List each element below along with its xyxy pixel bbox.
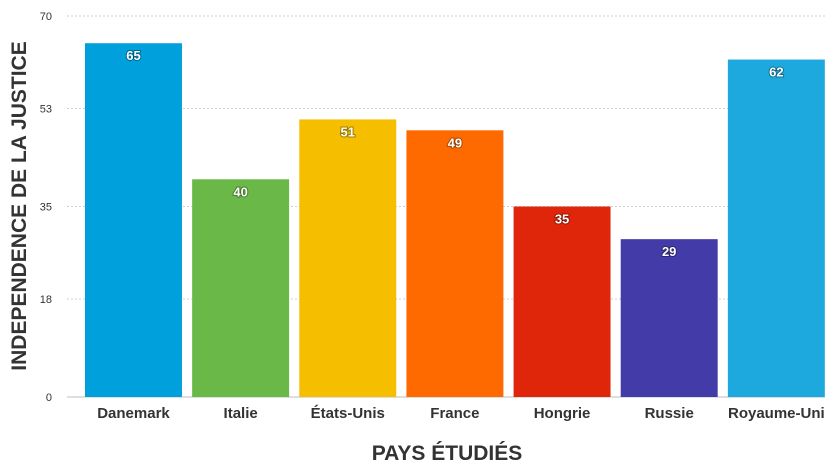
y-tick-label: 0 [46,392,52,404]
bar [406,130,504,398]
data-label: 65 [126,48,140,63]
data-label: 40 [233,184,247,199]
y-axis-title: INDEPENDENCE DE LA JUSTICE [8,41,31,370]
y-tick-label: 18 [40,294,52,306]
x-tick-label: Italie [224,405,258,422]
bar [299,119,397,398]
x-tick-label: Hongrie [534,405,591,422]
data-label: 35 [555,212,569,227]
y-tick-label: 53 [40,104,52,116]
data-label: 62 [769,65,783,80]
data-label: 29 [662,244,676,259]
y-tick-label: 70 [40,11,52,23]
y-tick-label: 35 [40,202,52,214]
bar [192,179,290,397]
bar [85,43,182,397]
data-label: 49 [448,135,462,150]
x-tick-label: Royaume-Uni [728,405,825,422]
x-tick-label: France [430,405,479,422]
data-label: 51 [341,124,355,139]
bar [727,59,825,398]
x-axis-title: PAYS ÉTUDIÉS [372,442,523,465]
bar [620,239,718,397]
x-tick-label: États-Unis [311,405,385,422]
x-axis-ticks: Danemark Italie États-Unis France Hongrie Rus… [97,405,824,422]
x-tick-label: Russie [645,405,694,422]
x-tick-label: Danemark [97,405,170,422]
bars [85,43,825,398]
y-axis-ticks: 0 18 35 53 70 [40,11,52,404]
data-labels: 65 40 51 49 35 29 62 [125,47,784,260]
bar [513,206,611,397]
